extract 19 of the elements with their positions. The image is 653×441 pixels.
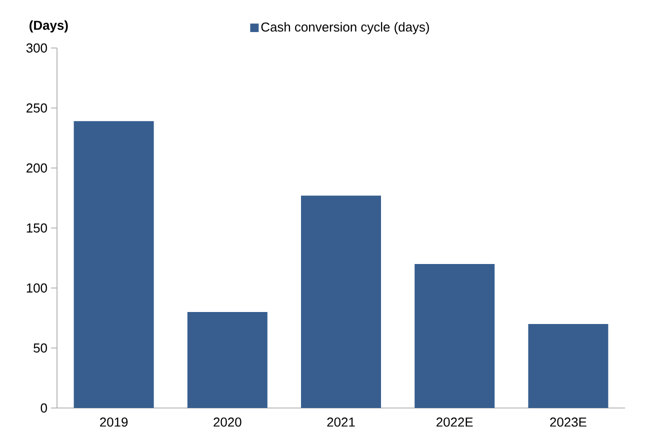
bar bbox=[74, 121, 154, 408]
bar bbox=[301, 196, 382, 408]
legend-label: Cash conversion cycle (days) bbox=[261, 22, 429, 34]
y-tick-label: 250 bbox=[26, 103, 47, 113]
y-tick-label: 50 bbox=[34, 343, 47, 353]
bar bbox=[528, 324, 608, 408]
y-axis-title: (Days) bbox=[30, 20, 68, 32]
x-tick-label: 2023E bbox=[550, 418, 586, 427]
x-tick-label: 2021 bbox=[327, 418, 355, 427]
x-tick-label: 2020 bbox=[214, 418, 242, 427]
x-tick-label: 2019 bbox=[100, 418, 128, 427]
y-tick-label: 200 bbox=[26, 163, 47, 173]
bar bbox=[414, 264, 495, 408]
y-tick-label: 300 bbox=[26, 43, 47, 53]
bar bbox=[187, 312, 268, 408]
y-tick-label: 0 bbox=[40, 403, 47, 413]
x-tick-label: 2022E bbox=[436, 418, 473, 427]
y-tick-label: 100 bbox=[26, 283, 47, 293]
y-tick-label: 150 bbox=[26, 223, 47, 233]
